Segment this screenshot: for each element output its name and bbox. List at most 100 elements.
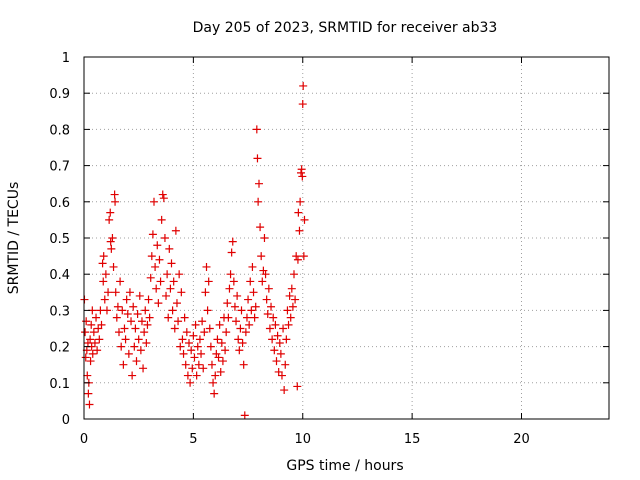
data-point [193,342,202,351]
data-point [211,371,220,380]
data-point [112,313,121,322]
data-point [281,360,290,369]
data-point [130,342,139,351]
data-point [183,371,192,380]
data-point [94,324,103,333]
data-point [299,81,308,90]
data-point [163,270,172,279]
data-point [274,367,283,376]
data-point [162,291,171,300]
data-point [185,338,193,347]
x-tick-label: 5 [189,432,197,447]
data-point [100,295,109,304]
data-point [282,335,291,344]
data-point [237,306,246,315]
data-point [85,400,94,409]
y-axis-label: SRMTID / TECUs [6,182,22,295]
x-tick-label: 0 [80,432,88,447]
data-point [146,273,155,282]
data-point [93,346,102,355]
data-point [291,295,300,304]
y-tick-label: 0.8 [49,123,70,138]
data-point [275,338,284,347]
data-point [249,288,258,297]
data-point [111,288,120,297]
data-point [178,335,187,344]
data-point [297,168,305,177]
data-point [238,338,247,347]
data-point [143,320,152,329]
data-point [212,349,221,358]
data-point [192,371,201,380]
y-tick-label: 0.4 [49,268,70,283]
data-point [251,302,260,311]
data-point [260,234,269,242]
data-point [194,360,203,369]
data-point [89,328,98,337]
data-point [124,349,133,358]
y-tick-label: 0.6 [49,196,70,211]
data-point [115,328,123,337]
data-point [242,313,251,322]
data-point [152,284,161,293]
data-point [292,252,301,261]
data-point [265,324,274,333]
data-point [113,302,122,311]
data-point [198,317,207,326]
data-point [245,320,254,329]
data-point [250,313,259,322]
data-point [106,208,115,217]
data-point [118,306,127,315]
data-point [246,277,255,286]
data-point [180,313,189,322]
data-point [156,277,165,286]
data-point [226,270,235,279]
data-point [228,237,237,246]
data-point [201,288,210,297]
data-point [128,371,137,380]
data-point [204,277,213,286]
data-point [172,299,181,308]
data-point [148,230,157,239]
data-point [102,306,111,315]
data-point [123,310,132,319]
data-point [159,194,168,203]
axis-ticks [83,56,609,420]
data-point [150,197,158,206]
data-points [80,81,309,420]
data-point [207,360,216,369]
data-point [97,320,106,329]
data-point [284,320,293,329]
data-point [235,346,244,355]
data-point [239,360,248,369]
x-tick-labels: 0 5 10 15 20 [80,432,530,447]
data-point [188,364,197,373]
data-point [280,386,289,395]
data-point [252,125,261,134]
data-point [298,100,307,109]
data-point [258,277,267,286]
data-point [176,342,185,351]
y-tick-label: 1 [62,51,70,66]
data-point [200,328,209,337]
data-point [276,349,285,358]
data-point [104,288,113,297]
data-point [218,357,227,366]
data-point [132,357,141,366]
data-point [155,255,164,264]
data-point [300,215,309,224]
data-point [271,320,280,329]
data-point [83,338,92,347]
data-point [230,302,239,311]
data-point [117,342,126,351]
data-point [90,338,99,347]
data-point [129,302,138,311]
data-point [236,324,245,333]
data-point [122,295,131,304]
data-point [147,252,156,261]
data-point [120,324,129,333]
data-point [165,244,174,253]
data-point [84,389,93,398]
data-point [213,335,222,344]
